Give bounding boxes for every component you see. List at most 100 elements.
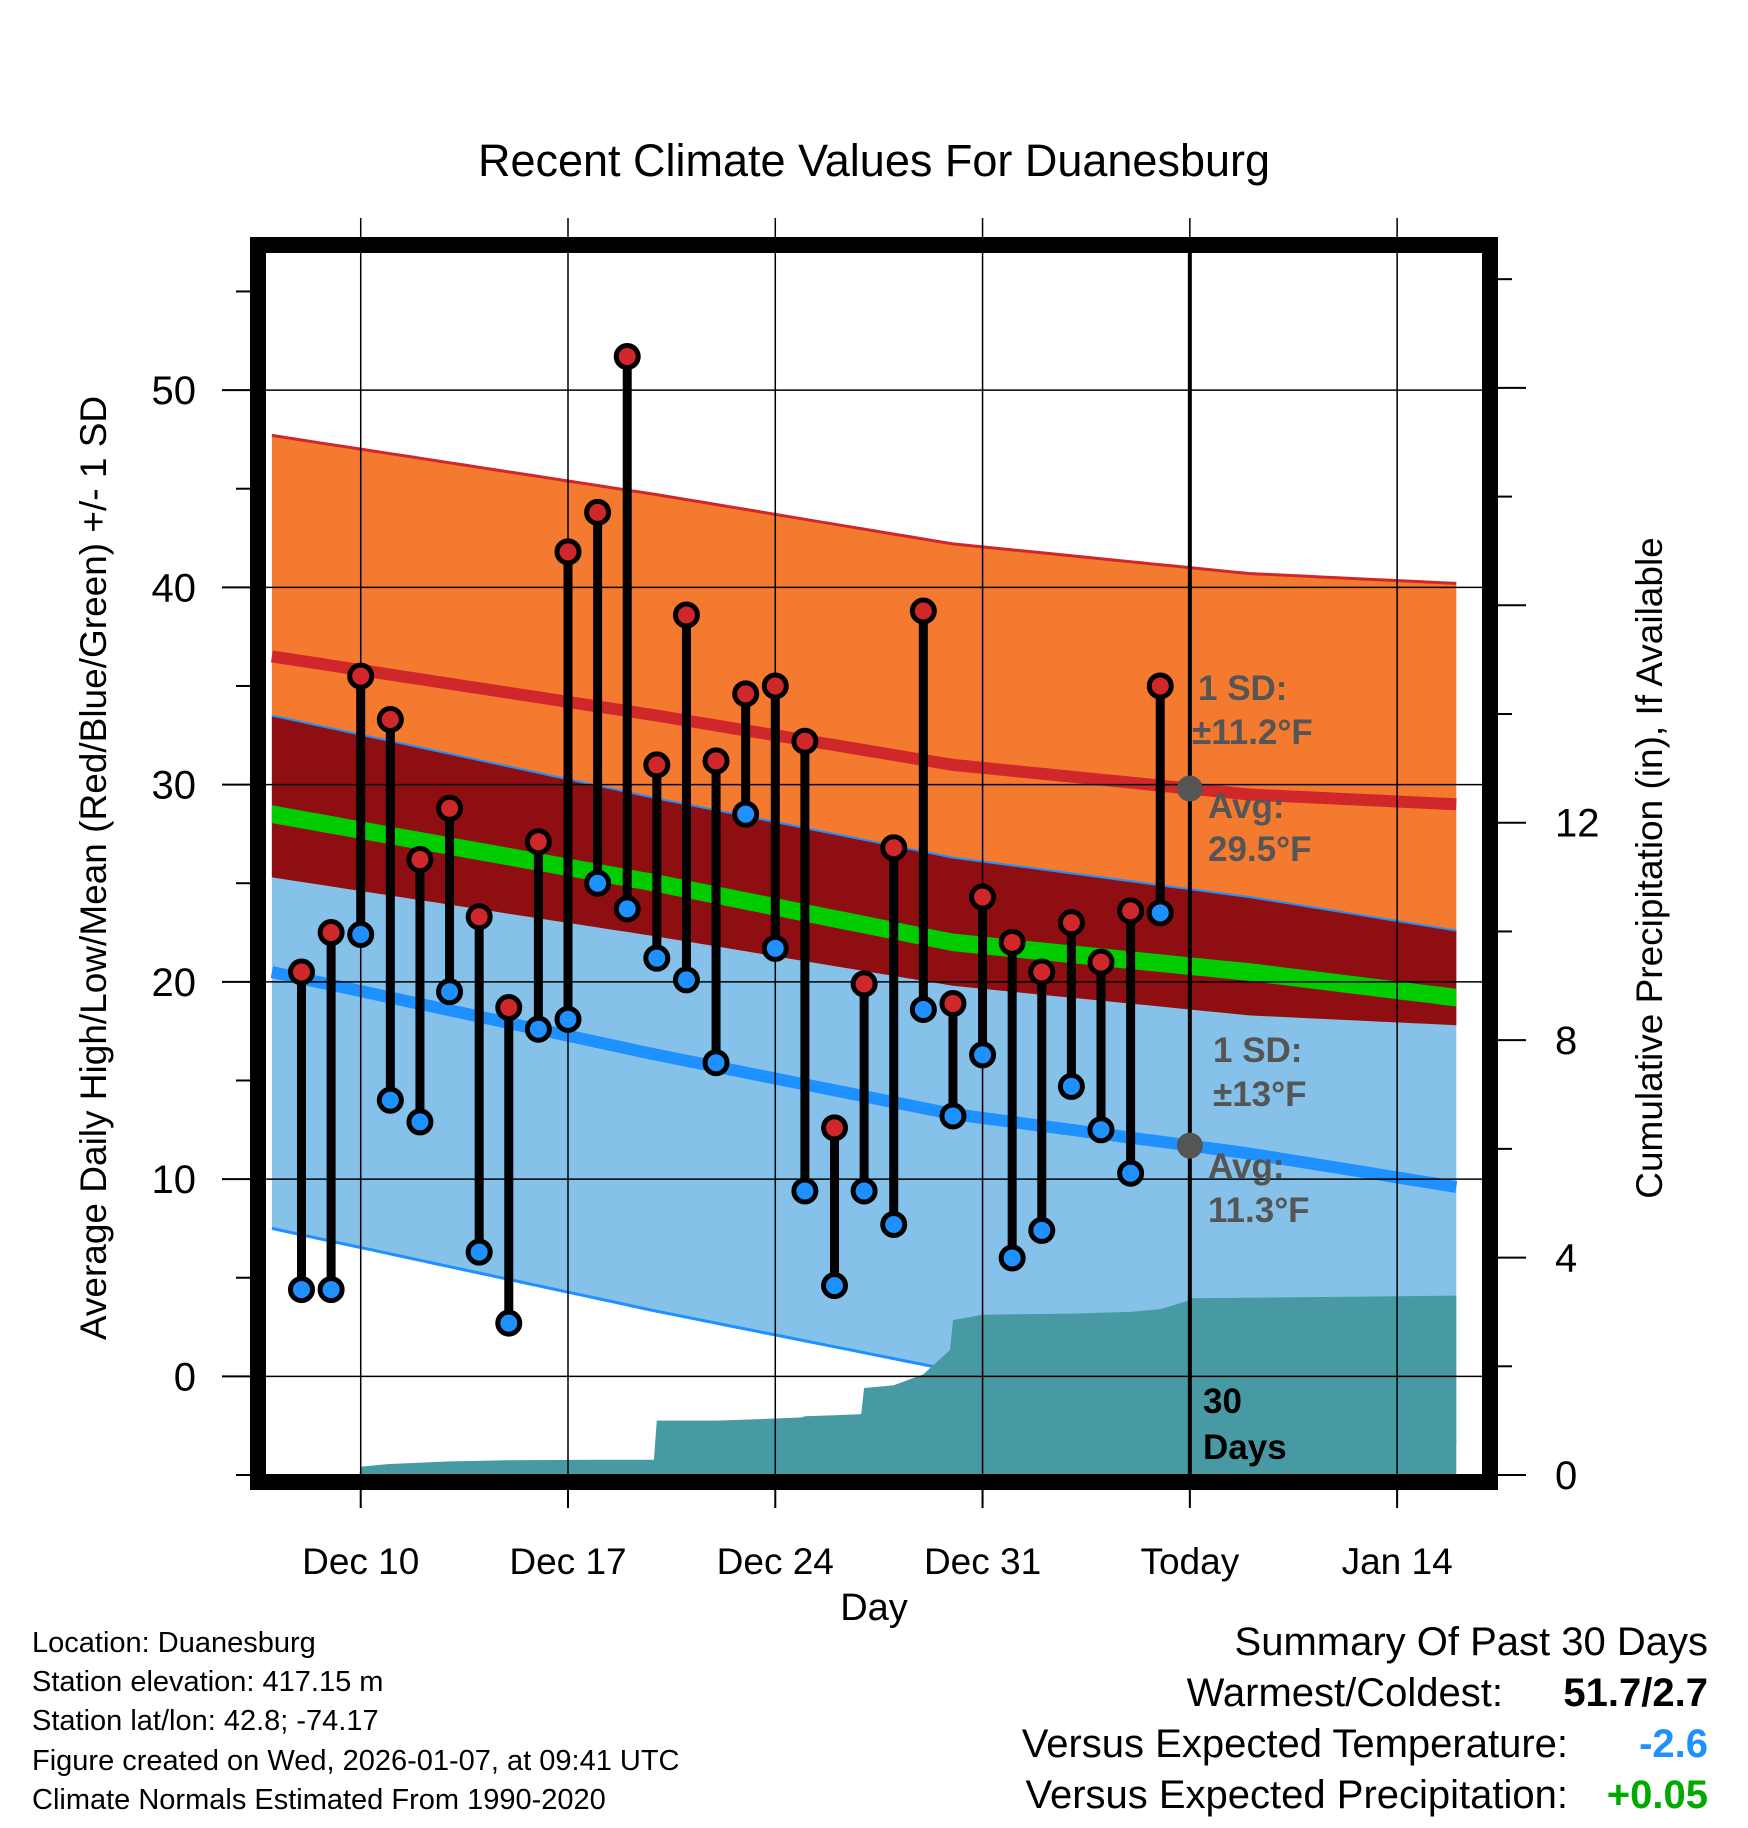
- normal-high-today-marker: [1176, 775, 1203, 802]
- high-temp-point: [850, 970, 878, 998]
- low-temp-point: [406, 1108, 434, 1136]
- low-plus-sd-line: [271, 714, 1457, 932]
- y-axis-label: Average Daily High/Low/Mean (Red/Blue/Gr…: [73, 396, 114, 1340]
- low-temp-point: [1057, 1072, 1085, 1100]
- low-temp-point: [672, 966, 700, 994]
- low-temp-point: [1028, 1216, 1056, 1244]
- normal-low-today-marker: [1176, 1132, 1203, 1159]
- high-temp-point: [702, 747, 730, 775]
- low-temp-point: [939, 1102, 967, 1130]
- chart-title: Recent Climate Values For Duanesburg: [478, 135, 1270, 186]
- high-temp-point: [1057, 909, 1085, 937]
- summary-title: Summary Of Past 30 Days: [1234, 1620, 1708, 1664]
- low-temp-point: [554, 1005, 582, 1033]
- high-temp-point: [347, 662, 375, 690]
- low-avg-label: Avg:: [1208, 1147, 1284, 1186]
- high-temp-point: [791, 727, 819, 755]
- plot-frame: [250, 237, 1498, 1490]
- period-label-number: 30: [1203, 1382, 1242, 1421]
- low-temp-point: [821, 1272, 849, 1300]
- low-temp-point: [791, 1177, 819, 1205]
- high-temp-point: [436, 794, 464, 822]
- x-tick-label: Today: [1140, 1541, 1239, 1582]
- footer-normals: Climate Normals Estimated From 1990-2020: [32, 1784, 606, 1816]
- low-temp-point: [909, 995, 937, 1023]
- low-temp-point: [998, 1244, 1026, 1272]
- high-temp-point: [969, 883, 997, 911]
- x-tick-label: Jan 14: [1342, 1541, 1453, 1582]
- high-temp-point: [998, 928, 1026, 956]
- footer-elevation: Station elevation: 417.15 m: [32, 1666, 384, 1698]
- summary-warmest-value: 51.7/2.7: [1563, 1671, 1708, 1715]
- x-axis-label: Day: [840, 1587, 908, 1629]
- y-tick-label: 40: [152, 566, 197, 610]
- summary-temp-label: Versus Expected Temperature:: [1021, 1722, 1568, 1766]
- summary-temp-value: -2.6: [1639, 1722, 1708, 1766]
- footer-latlon: Station lat/lon: 42.8; -74.17: [32, 1705, 379, 1737]
- y2-tick-label: 0: [1555, 1454, 1577, 1498]
- high-temp-point: [406, 846, 434, 874]
- high-temp-point: [1117, 897, 1145, 925]
- x-tick-label: Dec 17: [509, 1541, 626, 1582]
- y-tick-label: 50: [152, 369, 197, 413]
- low-temp-point: [287, 1276, 315, 1304]
- high-temp-point: [554, 538, 582, 566]
- low-temp-point: [584, 869, 612, 897]
- low-temp-point: [1117, 1159, 1145, 1187]
- low-sd-label: 1 SD:: [1213, 1031, 1302, 1070]
- low-temp-point: [376, 1086, 404, 1114]
- low-temp-point: [643, 944, 671, 972]
- low-temp-point: [317, 1276, 345, 1304]
- low-temp-point: [732, 800, 760, 828]
- high-temp-point: [1028, 958, 1056, 986]
- high-plus-sd-line: [271, 433, 1457, 585]
- high-temp-point: [465, 903, 493, 931]
- high-avg-value: 29.5°F: [1208, 830, 1312, 869]
- high-temp-point: [1087, 948, 1115, 976]
- low-sd-value: ±13°F: [1213, 1075, 1307, 1114]
- low-temp-point: [702, 1049, 730, 1077]
- y2-tick-label: 12: [1555, 802, 1600, 846]
- low-avg-value: 11.3°F: [1208, 1191, 1310, 1230]
- footer-location: Location: Duanesburg: [32, 1627, 316, 1659]
- low-temp-point: [880, 1210, 908, 1238]
- low-temp-point: [969, 1041, 997, 1069]
- high-temp-point: [672, 601, 700, 629]
- high-temp-point: [1146, 672, 1174, 700]
- x-tick-label: Dec 31: [924, 1541, 1041, 1582]
- x-tick-label: Dec 10: [302, 1541, 419, 1582]
- y-tick-label: 0: [174, 1355, 196, 1399]
- high-temp-point: [732, 680, 760, 708]
- high-temp-point: [821, 1114, 849, 1142]
- x-tick-label: Dec 24: [717, 1541, 834, 1582]
- low-temp-point: [761, 934, 789, 962]
- low-temp-point: [613, 895, 641, 923]
- high-temp-point: [880, 834, 908, 862]
- high-temp-point: [495, 993, 523, 1021]
- high-temp-point: [909, 597, 937, 625]
- high-temp-point: [761, 672, 789, 700]
- high-sd-label: 1 SD:: [1198, 669, 1287, 708]
- summary-precip-value: +0.05: [1606, 1773, 1708, 1817]
- y-tick-label: 20: [152, 961, 197, 1005]
- y2-axis-label: Cumulative Precipitation (in), If Availa…: [1629, 537, 1670, 1199]
- y2-tick-label: 8: [1555, 1019, 1577, 1063]
- high-temp-point: [524, 828, 552, 856]
- high-avg-label: Avg:: [1208, 787, 1284, 826]
- high-temp-point: [584, 498, 612, 526]
- low-temp-point: [850, 1177, 878, 1205]
- normal-high-line: [270, 650, 1457, 811]
- summary-warmest-label: Warmest/Coldest:: [1186, 1671, 1503, 1715]
- low-temp-point: [1146, 899, 1174, 927]
- high-temp-point: [287, 958, 315, 986]
- high-temp-point: [317, 919, 345, 947]
- high-temp-point: [376, 706, 404, 734]
- high-sd-value: ±11.2°F: [1192, 713, 1313, 752]
- low-temp-point: [1087, 1116, 1115, 1144]
- y-tick-label: 30: [152, 764, 197, 808]
- low-temp-point: [495, 1309, 523, 1337]
- summary-precip-label: Versus Expected Precipitation:: [1025, 1773, 1568, 1817]
- high-temp-point: [643, 751, 671, 779]
- footer-created: Figure created on Wed, 2026-01-07, at 09…: [32, 1745, 680, 1777]
